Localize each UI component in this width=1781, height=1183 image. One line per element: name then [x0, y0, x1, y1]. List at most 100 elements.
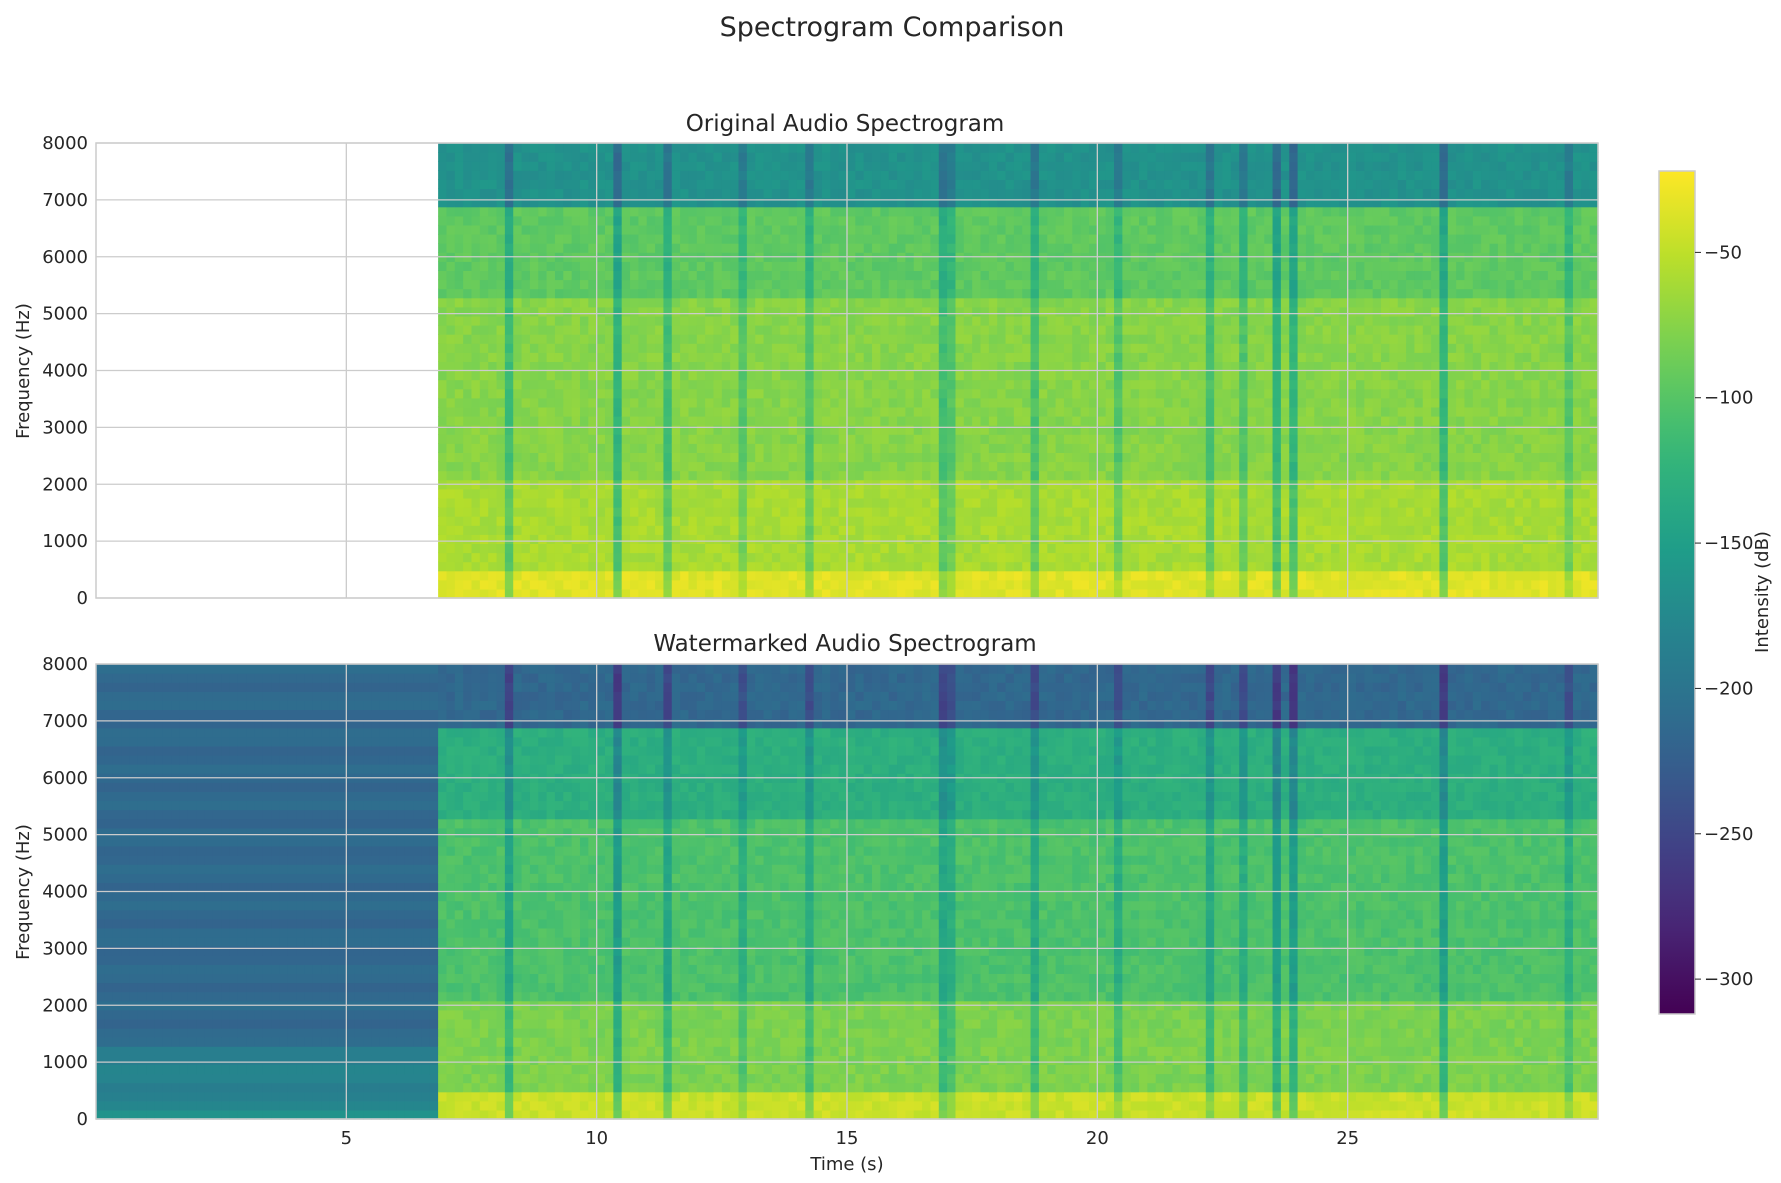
heatmap-cell [1230, 315, 1240, 326]
heatmap-cell [596, 334, 606, 344]
heatmap-cell [1013, 152, 1023, 162]
heatmap-cell [872, 179, 881, 190]
heatmap-cell [730, 152, 740, 162]
heatmap-cell [821, 452, 831, 463]
heatmap-cell [546, 206, 556, 217]
heatmap-cell [972, 297, 982, 308]
heatmap-cell [479, 270, 489, 281]
heatmap-cell [746, 406, 756, 417]
heatmap-cell [930, 588, 940, 599]
heatmap-cell [621, 452, 631, 463]
heatmap-cell [1239, 534, 1249, 544]
heatmap-cell [721, 525, 731, 535]
heatmap-cell [1230, 406, 1240, 417]
heatmap-cell [847, 352, 856, 362]
heatmap-cell [813, 443, 823, 453]
heatmap-cell [963, 588, 973, 599]
heatmap-cell [496, 279, 506, 290]
heatmap-cell [905, 416, 915, 426]
heatmap-cell [988, 224, 998, 235]
heatmap-cell [922, 452, 932, 463]
heatmap-cell [571, 279, 581, 290]
heatmap-cell [1147, 288, 1157, 299]
heatmap-cell [663, 388, 673, 399]
heatmap-cell [838, 224, 848, 235]
heatmap-cell [913, 279, 923, 290]
heatmap-cell [888, 406, 898, 417]
heatmap-cell [1222, 497, 1232, 508]
heatmap-cell [1005, 334, 1015, 344]
heatmap-cell [1072, 206, 1082, 217]
heatmap-cell [1005, 397, 1015, 408]
heatmap-cell [605, 561, 614, 572]
heatmap-cell [905, 406, 915, 417]
heatmap-cell [680, 488, 690, 499]
heatmap-cell [963, 488, 973, 499]
heatmap-cell [897, 288, 907, 299]
heatmap-cell [897, 488, 907, 499]
heatmap-cell [1080, 425, 1090, 435]
heatmap-cell [1055, 297, 1065, 308]
heatmap-cell [746, 288, 756, 299]
heatmap-cell [788, 452, 798, 463]
heatmap-cell [872, 334, 881, 344]
heatmap-cell [563, 588, 573, 599]
heatmap-cell [1072, 552, 1082, 563]
heatmap-cell [738, 234, 748, 244]
heatmap-cell [997, 388, 1007, 399]
heatmap-cell [1038, 406, 1048, 417]
heatmap-cell [1147, 161, 1157, 171]
heatmap-cell [496, 443, 506, 453]
heatmap-cell [947, 579, 957, 590]
heatmap-cell [538, 588, 548, 599]
heatmap-cell [1038, 297, 1048, 308]
heatmap-cell [1264, 288, 1274, 299]
heatmap-cell [788, 434, 798, 444]
heatmap-cell [796, 370, 806, 381]
heatmap-cell [830, 334, 840, 344]
heatmap-cell [1013, 443, 1023, 453]
heatmap-cell [1030, 188, 1040, 199]
heatmap-cell [646, 179, 656, 190]
heatmap-cell [963, 534, 973, 544]
heatmap-cell [780, 552, 790, 563]
heatmap-cell [630, 179, 639, 190]
heatmap-cell [605, 379, 614, 390]
heatmap-cell [788, 461, 798, 472]
heatmap-cell [905, 370, 915, 381]
heatmap-cell [1088, 334, 1098, 344]
heatmap-cell [955, 343, 965, 353]
heatmap-cell [663, 306, 673, 317]
heatmap-cell [997, 561, 1007, 572]
heatmap-cell [463, 179, 473, 190]
heatmap-cell [1264, 261, 1274, 271]
heatmap-cell [1072, 288, 1082, 299]
heatmap-cell [738, 579, 748, 590]
heatmap-cell [988, 461, 998, 472]
heatmap-cell [705, 516, 715, 526]
heatmap-cell [755, 270, 765, 281]
heatmap-cell [596, 215, 606, 226]
heatmap-cell [1005, 325, 1015, 335]
heatmap-cell [1063, 588, 1073, 599]
heatmap-cell [805, 497, 815, 508]
heatmap-cell [746, 361, 756, 372]
heatmap-cell [454, 397, 464, 408]
heatmap-cell [446, 579, 456, 590]
heatmap-cell [446, 452, 456, 463]
heatmap-cell [755, 315, 765, 326]
heatmap-cell [913, 306, 923, 317]
heatmap-cell [605, 343, 614, 353]
heatmap-cell [938, 224, 948, 235]
heatmap-cell [1114, 343, 1123, 353]
heatmap-cell [963, 143, 973, 153]
heatmap-cell [780, 470, 790, 481]
heatmap-cell [830, 352, 840, 362]
heatmap-cell [1097, 188, 1107, 199]
heatmap-cell [997, 197, 1007, 208]
heatmap-cell [922, 179, 932, 190]
heatmap-cell [454, 370, 464, 381]
heatmap-cell [805, 525, 815, 535]
heatmap-cell [546, 516, 556, 526]
heatmap-cell [663, 279, 673, 290]
